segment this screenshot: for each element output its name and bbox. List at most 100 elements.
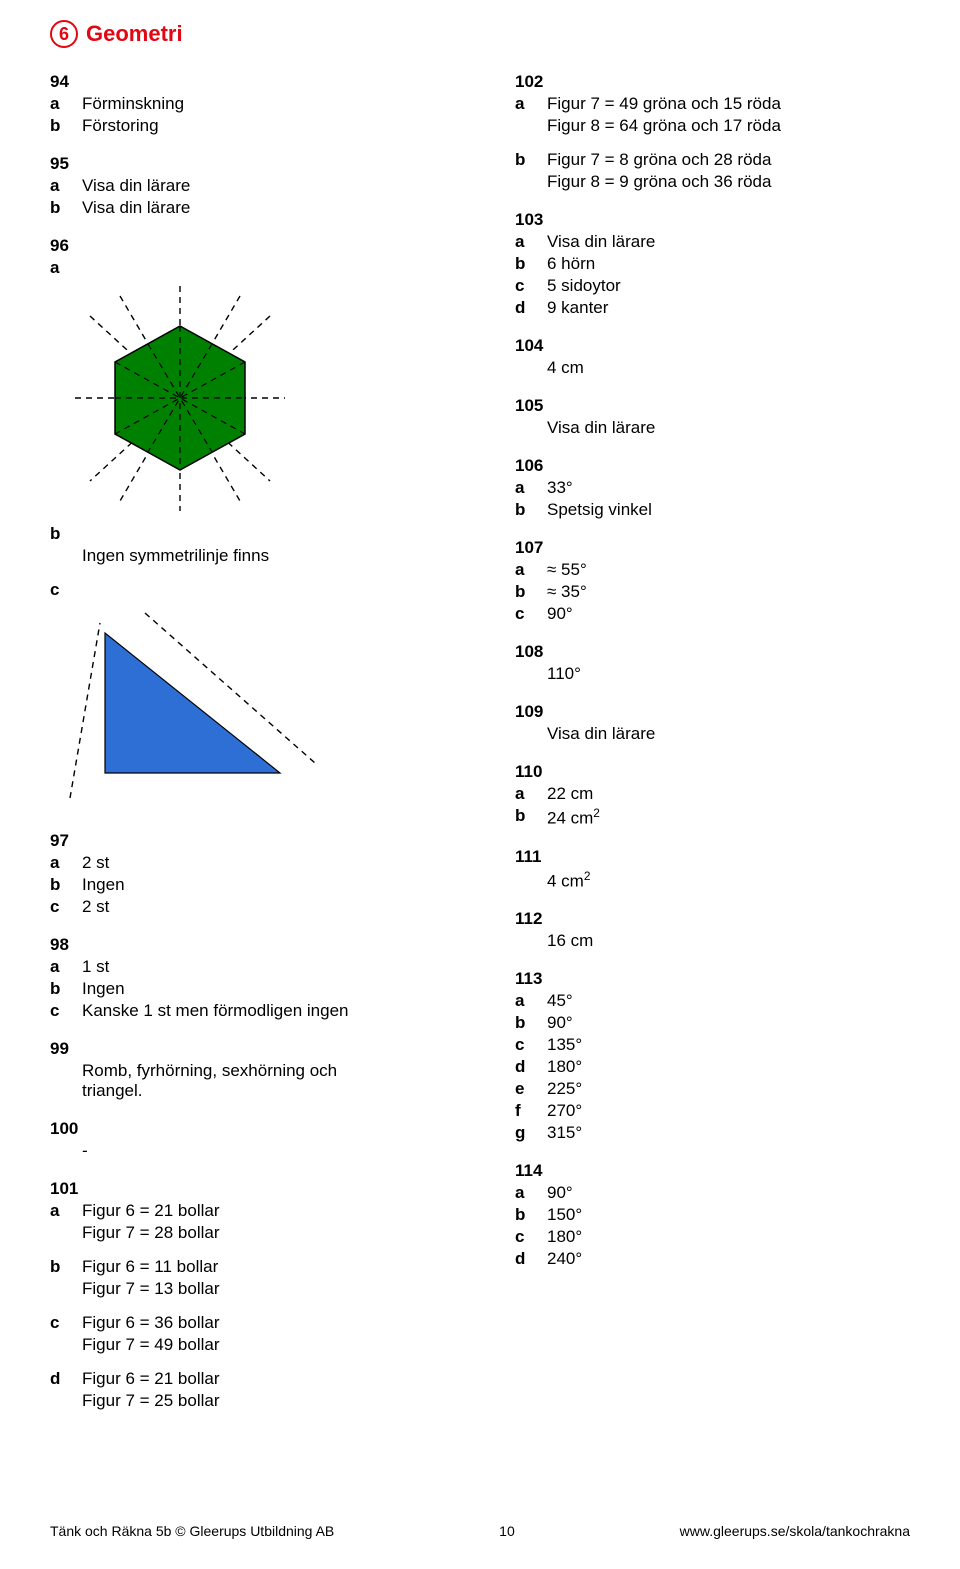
question-102: 102 <box>515 72 910 92</box>
triangle-figure <box>60 608 445 813</box>
question-97: 97 <box>50 831 445 851</box>
answer-text: 22 cm <box>547 784 910 804</box>
label-c: c <box>50 1001 82 1021</box>
label-a: a <box>50 1201 82 1221</box>
answer-row: aFigur 7 = 49 gröna och 15 röda <box>515 94 910 114</box>
answer-text: 180° <box>547 1227 910 1247</box>
label-d: d <box>50 1369 82 1389</box>
answer-text: Figur 7 = 49 bollar <box>82 1335 445 1355</box>
question-103: 103 <box>515 210 910 230</box>
label-c: c <box>515 276 547 296</box>
answer-row: bFörstoring <box>50 116 445 136</box>
answer-text: 180° <box>547 1057 910 1077</box>
label-a: a <box>50 853 82 873</box>
left-column: 94 aFörminskning bFörstoring 95 aVisa di… <box>50 72 445 1413</box>
label-b: b <box>50 1257 82 1277</box>
question-111: 111 <box>515 847 910 867</box>
label-g: g <box>515 1123 547 1143</box>
answer-row: c5 sidoytor <box>515 276 910 296</box>
answer-row: cKanske 1 st men förmodligen ingen <box>50 1001 445 1021</box>
answer-row: a22 cm <box>515 784 910 804</box>
answer-text: 135° <box>547 1035 910 1055</box>
answer-row: bSpetsig vinkel <box>515 500 910 520</box>
value-text: 24 cm <box>547 809 593 828</box>
label-b: b <box>515 806 547 829</box>
answer-row: a45° <box>515 991 910 1011</box>
answer-text: Visa din lärare <box>547 724 910 744</box>
answer-text: Förminskning <box>82 94 445 114</box>
answer-text: Figur 6 = 21 bollar <box>82 1201 445 1221</box>
answer-text: Figur 6 = 11 bollar <box>82 1257 445 1277</box>
label-c: c <box>50 1313 82 1333</box>
answer-row: b6 hörn <box>515 254 910 274</box>
question-107: 107 <box>515 538 910 558</box>
question-105: 105 <box>515 396 910 416</box>
answer-text: 9 kanter <box>547 298 910 318</box>
answer-row: b150° <box>515 1205 910 1225</box>
answer-text: 90° <box>547 1013 910 1033</box>
footer-page-number: 10 <box>499 1523 515 1539</box>
answer-text: Ingen <box>82 875 445 895</box>
answer-text: Visa din lärare <box>82 198 445 218</box>
answer-text: Figur 6 = 21 bollar <box>82 1369 445 1389</box>
label-a: a <box>50 957 82 977</box>
answer-text: Figur 7 = 13 bollar <box>82 1279 445 1299</box>
answer-text: 2 st <box>82 897 445 917</box>
label-b: b <box>50 524 82 544</box>
label-b: b <box>515 1205 547 1225</box>
chapter-number: 6 <box>59 24 69 45</box>
question-98: 98 <box>50 935 445 955</box>
label-a: a <box>515 232 547 252</box>
question-110: 110 <box>515 762 910 782</box>
answer-text: 5 sidoytor <box>547 276 910 296</box>
answer-text: 2 st <box>82 853 445 873</box>
answer-row: a2 st <box>50 853 445 873</box>
answer-row: d240° <box>515 1249 910 1269</box>
answer-row: aVisa din lärare <box>515 232 910 252</box>
label-b: b <box>515 500 547 520</box>
answer-text: ≈ 35° <box>547 582 910 602</box>
label-d: d <box>515 1249 547 1269</box>
answer-row: bFigur 7 = 8 gröna och 28 röda <box>515 150 910 170</box>
answer-text: 33° <box>547 478 910 498</box>
answer-text: 240° <box>547 1249 910 1269</box>
label-c: c <box>50 897 82 917</box>
answer-text: 1 st <box>82 957 445 977</box>
chapter-header: 6 Geometri <box>50 20 910 48</box>
content-columns: 94 aFörminskning bFörstoring 95 aVisa di… <box>50 72 910 1413</box>
answer-text: Visa din lärare <box>547 418 910 438</box>
label-d: d <box>515 298 547 318</box>
answer-text: ≈ 55° <box>547 560 910 580</box>
answer-text: 150° <box>547 1205 910 1225</box>
answer-row: bFigur 6 = 11 bollar <box>50 1257 445 1277</box>
label-a: a <box>515 1183 547 1203</box>
label-c: c <box>50 580 82 600</box>
footer-right: www.gleerups.se/skola/tankochrakna <box>680 1523 910 1539</box>
answer-row: a≈ 55° <box>515 560 910 580</box>
label-a: a <box>50 176 82 196</box>
label-b: b <box>50 875 82 895</box>
label-e: e <box>515 1079 547 1099</box>
answer-text: Figur 7 = 49 gröna och 15 röda <box>547 94 910 114</box>
answer-row: aVisa din lärare <box>50 176 445 196</box>
answer-text: 16 cm <box>547 931 910 951</box>
answer-text: 90° <box>547 604 910 624</box>
answer-text: Figur 7 = 28 bollar <box>82 1223 445 1243</box>
question-106: 106 <box>515 456 910 476</box>
label-a: a <box>515 94 547 114</box>
label-b: b <box>515 1013 547 1033</box>
answer-text: Figur 7 = 25 bollar <box>82 1391 445 1411</box>
answer-text: - <box>82 1141 445 1161</box>
answer-row: c90° <box>515 604 910 624</box>
answer-row: bVisa din lärare <box>50 198 445 218</box>
answer-text: 6 hörn <box>547 254 910 274</box>
answer-text: 90° <box>547 1183 910 1203</box>
answer-text: Visa din lärare <box>82 176 445 196</box>
answer-row: dFigur 6 = 21 bollar <box>50 1369 445 1389</box>
label-b: b <box>50 198 82 218</box>
label-a: a <box>515 560 547 580</box>
question-94: 94 <box>50 72 445 92</box>
answer-row: f270° <box>515 1101 910 1121</box>
answer-text: 24 cm2 <box>547 806 910 829</box>
answer-text: 225° <box>547 1079 910 1099</box>
